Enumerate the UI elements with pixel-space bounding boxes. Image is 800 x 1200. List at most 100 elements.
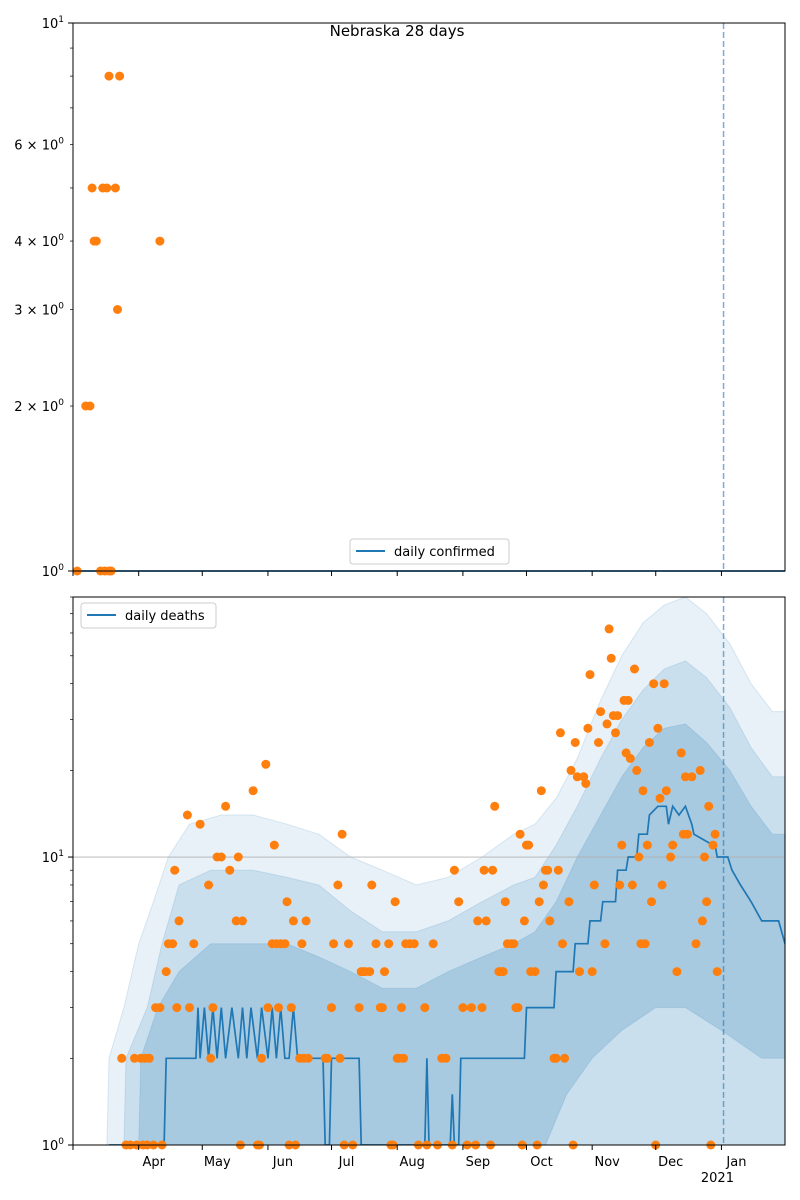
chart1-band-1 [123,660,785,1145]
bottom-axes-frame [72,596,786,1146]
chart0-point-14 [113,305,122,314]
chart1-point-173 [644,738,654,747]
chart1-point-180 [659,679,669,689]
chart1-point-28 [216,852,226,862]
chart1-point-9 [144,1053,154,1063]
chart1-point-135 [555,728,565,738]
chart1-point-14 [161,967,171,977]
chart1-point-189 [687,772,697,782]
chart1-point-136 [558,939,567,949]
chart1-point-39 [261,759,271,769]
bottom-legend-label: daily deaths [125,609,205,624]
chart1-point-67 [354,1003,364,1013]
chart1-point-73 [371,939,381,949]
chart1-point-25 [206,1053,216,1063]
chart1-point-177 [653,723,663,733]
chart1-xtick-label-4: Aug [400,1155,425,1170]
chart1-xtick-label-2: Jun [272,1155,293,1170]
chart1-point-0 [117,1053,127,1063]
chart1-point-49 [286,1003,296,1013]
chart1-point-195 [704,801,714,811]
chart1-point-34 [238,916,247,926]
chart1-xtick-label-0: Apr [142,1155,165,1170]
chart1-point-167 [632,765,642,775]
chart1-point-21 [185,1003,194,1013]
bottom-lines [109,804,785,1145]
chart1-point-19 [174,916,184,926]
chart1-point-104 [479,865,489,875]
chart1-point-17 [170,865,180,875]
chart0-point-10 [104,71,114,81]
chart1-xtick-label-7: Nov [594,1155,620,1170]
chart1-point-72 [367,880,377,890]
chart0-ytick-label-0: 100 [42,563,65,580]
chart1-point-179 [657,880,667,890]
chart1-xtick-sublabel-9: 2021 [701,1171,734,1186]
chart1-point-30 [225,865,235,875]
chart1-point-94 [441,1053,451,1063]
chart1-point-115 [509,939,519,949]
chart1-point-89 [420,1003,430,1013]
chart1-point-77 [384,939,394,949]
chart1-point-174 [647,897,656,907]
top-plot-area [73,23,785,571]
chart1-point-105 [481,916,491,926]
chart1-point-98 [458,1003,468,1013]
chart1-point-75 [377,1003,387,1013]
chart1-point-44 [274,1003,283,1013]
chart1-point-154 [604,624,614,634]
chart1-point-175 [649,679,659,689]
chart1-point-171 [640,939,650,949]
chart1-xtick-label-9: Jan [725,1155,746,1170]
chart1-point-97 [454,897,464,907]
bottom-y-ticks: 100 101 [42,596,73,1154]
chart1-point-3 [130,1053,139,1063]
chart1-point-191 [695,765,705,775]
chart0-point-16 [155,236,165,246]
chart1-point-133 [551,1053,561,1063]
chart1-point-199 [712,967,722,977]
chart1-xtick-label-5: Sep [466,1155,491,1170]
chart1-point-124 [530,967,540,977]
bottom-panel: 100 101 Apr May Jun Jul Aug Sep Oct Nov Dec Jan202… [42,596,786,1186]
chart1-point-50 [288,916,298,926]
chart1-point-23 [195,819,205,829]
chart1-point-165 [627,880,637,890]
chart1-point-168 [634,852,644,862]
chart1-point-87 [409,939,419,949]
chart0-point-15 [115,71,125,81]
chart1-point-55 [301,916,311,926]
bottom-plot-area [73,597,785,1145]
chart1-point-76 [380,967,389,977]
chart1-point-139 [566,765,576,775]
chart1-point-163 [623,695,633,705]
chart1-point-158 [613,711,623,721]
chart1-point-183 [668,840,678,850]
chart1-point-61 [333,880,343,890]
chart1-point-38 [257,1053,267,1063]
top-legend-label: daily confirmed [394,545,495,560]
chart1-point-56 [303,1053,313,1063]
chart1-point-16 [168,939,178,949]
chart1-point-107 [488,865,498,875]
chart1-point-190 [691,939,701,949]
chart1-point-22 [189,939,199,949]
chart1-point-91 [428,939,438,949]
chart0-ytick-label-3: 4 × 100 [14,233,64,250]
chart0-point-2 [85,401,95,411]
chart0-ytick-label-2: 3 × 100 [14,302,64,319]
chart1-point-130 [543,865,553,875]
chart1-xtick-label-3: Jul [338,1155,355,1170]
bottom-legend-box [80,602,217,629]
chart1-point-192 [697,916,707,926]
chart1-point-178 [655,793,665,803]
chart1-xtick-label-8: Dec [658,1155,683,1170]
chart1-point-126 [534,897,544,907]
chart0-ytick-label-5: 101 [42,15,64,32]
chart1-point-26 [208,1003,218,1013]
chart1-point-32 [233,852,243,862]
chart1-point-108 [490,801,500,811]
chart1-xtick-label-6: Oct [530,1155,552,1170]
chart1-point-103 [477,1003,487,1013]
